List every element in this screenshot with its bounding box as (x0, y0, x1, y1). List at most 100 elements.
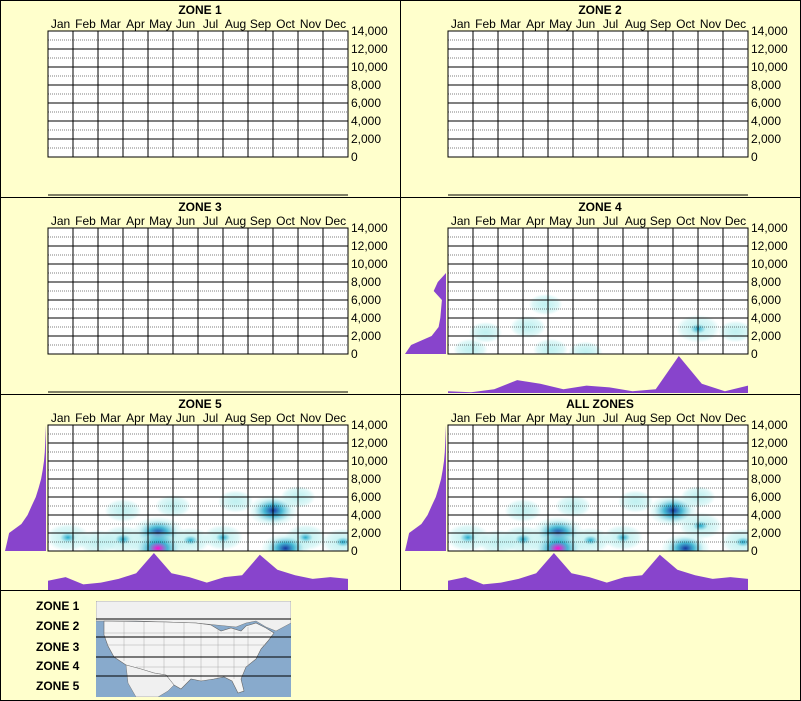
zone-map (96, 601, 291, 697)
month-tick-label: Mar (100, 214, 121, 228)
grid (447, 30, 749, 158)
panel-chart-1: ZONE 2 Jan Feb Mar Apr May Jun Jul Aug Sep Oct Nov D… (447, 3, 788, 196)
panel-title: ZONE 3 (178, 200, 222, 214)
month-tick-label: Jun (176, 411, 195, 425)
month-tick-label: Sep (650, 214, 672, 228)
legend-zone-5-label: ZONE 5 (36, 679, 80, 693)
panel-chart-4: ZONE 5 Jan Feb Mar Apr May Jun Jul Aug Sep Oct Nov D… (5, 397, 388, 590)
month-tick-label: Jul (603, 17, 618, 31)
panel-chart-3: ZONE 4 Jan Feb Mar Apr May Jun Jul Aug Sep Oct Nov D… (405, 200, 788, 393)
month-tick-label: Nov (700, 17, 721, 31)
month-tick-label: Jan (451, 17, 470, 31)
elevation-tick-label: 14,000 (351, 221, 388, 235)
month-tick-label: Jun (576, 17, 595, 31)
elevation-tick-label: 2,000 (351, 329, 381, 343)
month-tick-label: Jun (176, 17, 195, 31)
elevation-tick-label: 8,000 (351, 275, 381, 289)
heatmap-layer (448, 425, 748, 551)
month-tick-label: Dec (725, 17, 746, 31)
density-blob (568, 341, 603, 354)
month-tick-label: May (149, 214, 172, 228)
month-density-profile (448, 553, 748, 590)
density-blob (718, 320, 748, 343)
month-tick-label: Jan (451, 214, 470, 228)
elevation-tick-label: 0 (751, 544, 758, 558)
elevation-tick-label: 6,000 (351, 490, 381, 504)
elevation-tick-label: 4,000 (351, 508, 381, 522)
density-blob (528, 293, 563, 316)
elevation-tick-label: 14,000 (751, 418, 788, 432)
density-blob (448, 523, 490, 551)
map-zone-boundaries (96, 618, 291, 677)
elevation-density-profile (5, 425, 46, 551)
month-tick-label: Jan (451, 411, 470, 425)
elevation-tick-label: 10,000 (351, 454, 388, 468)
zone-panel-3: ZONE 4 Jan Feb Mar Apr May Jun Jul Aug Sep Oct Nov D… (400, 197, 801, 395)
legend-zone-3-label: ZONE 3 (36, 640, 80, 654)
elevation-tick-label: 2,000 (351, 132, 381, 146)
elevation-tick-label: 0 (751, 150, 758, 164)
panel-title: ALL ZONES (566, 397, 634, 411)
panel-title: ZONE 1 (178, 3, 222, 17)
elevation-tick-label: 8,000 (351, 472, 381, 486)
zone-panel-2: ZONE 3 Jan Feb Mar Apr May Jun Jul Aug Sep Oct Nov D… (0, 197, 401, 395)
elevation-tick-label: 6,000 (751, 490, 781, 504)
elevation-tick-label: 0 (351, 347, 358, 361)
density-blob (321, 528, 348, 551)
elevation-tick-label: 10,000 (351, 257, 388, 271)
month-tick-label: Feb (475, 17, 496, 31)
density-blob (721, 528, 748, 551)
month-tick-label: Oct (676, 411, 695, 425)
elevation-tick-label: 8,000 (751, 78, 781, 92)
elevation-tick-label: 2,000 (751, 132, 781, 146)
panel-chart-5: ALL ZONES Jan Feb Mar Apr May Jun Jul Aug Sep Oct N… (405, 397, 788, 590)
elevation-tick-label: 14,000 (751, 24, 788, 38)
month-tick-label: Mar (500, 411, 521, 425)
zone-panel-0: ZONE 1 Jan Feb Mar Apr May Jun Jul Aug Sep Oct Nov D… (0, 0, 401, 198)
elevation-tick-label: 12,000 (751, 42, 788, 56)
density-blob (530, 530, 586, 551)
month-tick-label: Sep (650, 411, 672, 425)
elevation-tick-label: 6,000 (751, 96, 781, 110)
elevation-tick-label: 12,000 (751, 436, 788, 450)
grid (47, 30, 349, 158)
month-tick-label: Feb (475, 411, 496, 425)
month-tick-label: Jul (603, 411, 618, 425)
month-tick-label: Mar (500, 17, 521, 31)
elevation-tick-label: 6,000 (751, 293, 781, 307)
month-tick-label: Aug (625, 17, 646, 31)
elevation-density-profile (405, 425, 446, 551)
month-tick-label: Oct (676, 214, 695, 228)
elevation-tick-label: 14,000 (751, 221, 788, 235)
month-tick-label: Jun (576, 214, 595, 228)
month-tick-label: Jul (203, 214, 218, 228)
month-tick-label: May (149, 17, 172, 31)
elevation-tick-label: 2,000 (751, 329, 781, 343)
month-tick-label: May (549, 17, 572, 31)
panel-title: ZONE 2 (578, 3, 622, 17)
density-blob (661, 532, 710, 551)
month-tick-label: Nov (300, 214, 321, 228)
panel-chart-0: ZONE 1 Jan Feb Mar Apr May Jun Jul Aug Sep Oct Nov D… (47, 3, 388, 196)
month-tick-label: Oct (276, 411, 295, 425)
density-blob (617, 490, 654, 513)
heatmap-layer (48, 425, 348, 551)
month-tick-label: May (549, 214, 572, 228)
grid (47, 424, 349, 552)
month-tick-label: May (149, 411, 172, 425)
month-tick-label: Aug (225, 17, 246, 31)
month-density-profile (48, 553, 348, 590)
month-tick-label: Jun (576, 411, 595, 425)
elevation-tick-label: 6,000 (351, 293, 381, 307)
elevation-density-profile (405, 228, 446, 354)
panel-title: ZONE 5 (178, 397, 222, 411)
month-tick-label: Jul (203, 411, 218, 425)
month-tick-label: May (549, 411, 572, 425)
legend-zone-2-label: ZONE 2 (36, 619, 80, 633)
month-tick-label: Nov (300, 17, 321, 31)
month-tick-label: Apr (126, 411, 145, 425)
month-tick-label: Mar (500, 214, 521, 228)
elevation-tick-label: 4,000 (751, 508, 781, 522)
density-blob (217, 490, 254, 513)
